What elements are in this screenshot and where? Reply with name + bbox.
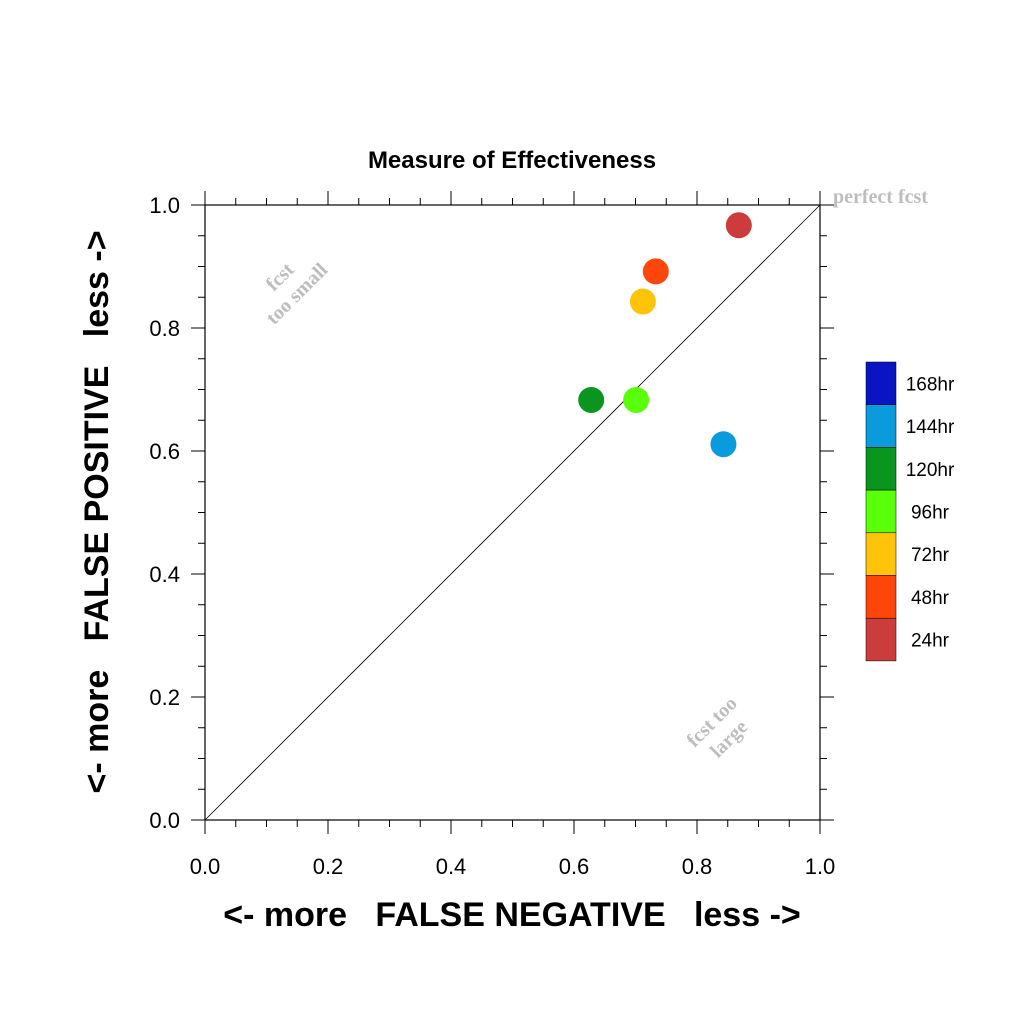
legend-swatch-168hr [865, 361, 897, 405]
data-points [578, 212, 752, 458]
plot-area: 0.0 0.2 0.4 0.6 0.8 1.0 0.0 0.2 0.4 0.6 0.8 1.0 [149, 191, 835, 879]
legend-label-48hr: 48hr [911, 588, 950, 609]
point-120hr [578, 386, 605, 413]
legend-swatch-120hr [865, 447, 897, 491]
legend-label-24hr: 24hr [911, 631, 950, 652]
legend-swatch-72hr [865, 532, 897, 576]
y-tick-label: 0.8 [149, 316, 180, 341]
point-144hr [710, 431, 737, 458]
legend-label-96hr: 96hr [911, 502, 950, 523]
too-small-annotation: fcst too small [262, 258, 333, 329]
y-tick-label: 1.0 [149, 193, 180, 218]
x-tick-label: 0.0 [190, 854, 221, 879]
legend-swatch-48hr [865, 575, 897, 619]
x-tick-label: 0.2 [313, 854, 344, 879]
legend-swatch-144hr [865, 404, 897, 448]
too-large-annotation: fcst too large [683, 693, 753, 763]
point-72hr [629, 288, 656, 315]
legend: 168hr 144hr 120hr 96hr 72hr 48hr 24hr [865, 361, 955, 662]
y-axis-title: <- more FALSE POSITIVE less -> [78, 230, 116, 793]
chart-title: Measure of Effectiveness [368, 147, 656, 174]
legend-swatch-24hr [865, 617, 897, 662]
perfect-forecast-annotation: perfect fcst [833, 186, 928, 208]
point-48hr [642, 258, 669, 285]
x-tick-label: 0.6 [559, 854, 590, 879]
y-tick-label: 0.2 [149, 685, 180, 710]
legend-label-168hr: 168hr [906, 374, 955, 395]
tick-labels: 0.0 0.2 0.4 0.6 0.8 1.0 0.0 0.2 0.4 0.6 0.8 1.0 [149, 193, 835, 879]
axis-ticks [191, 191, 834, 834]
legend-label-72hr: 72hr [911, 545, 950, 566]
x-tick-label: 1.0 [805, 854, 836, 879]
point-24hr [725, 212, 752, 239]
y-tick-label: 0.0 [149, 808, 180, 833]
x-tick-label: 0.4 [436, 854, 467, 879]
y-tick-label: 0.4 [149, 562, 180, 587]
legend-label-120hr: 120hr [906, 460, 955, 481]
legend-label-144hr: 144hr [906, 417, 955, 438]
x-tick-label: 0.8 [682, 854, 713, 879]
diagonal-reference-line [204, 204, 821, 821]
x-axis-title: <- more FALSE NEGATIVE less -> [223, 896, 801, 934]
point-96hr [623, 386, 650, 413]
y-tick-label: 0.6 [149, 439, 180, 464]
legend-swatch-96hr [865, 489, 897, 534]
